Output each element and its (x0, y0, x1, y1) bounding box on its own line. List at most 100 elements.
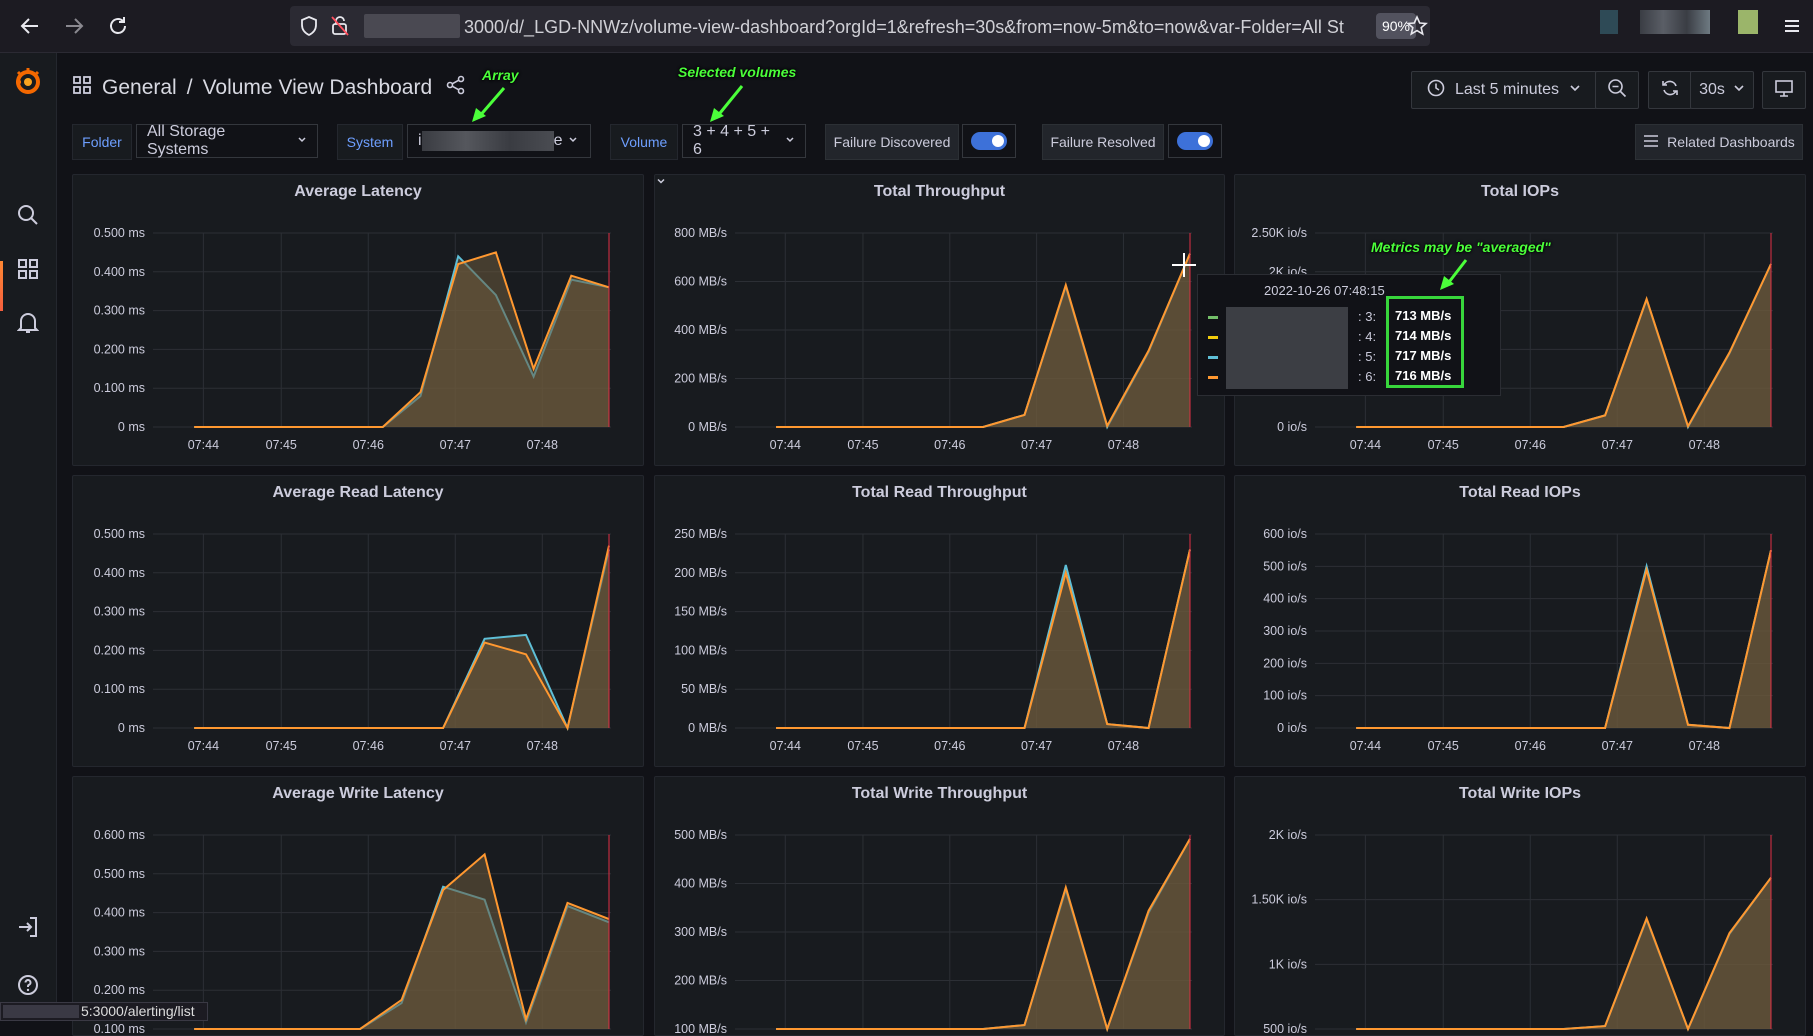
status-url: 5:3000/alerting/list (81, 1003, 195, 1019)
failure-resolved-toggle[interactable] (1168, 124, 1222, 158)
share-icon[interactable] (446, 75, 466, 101)
panel-title-text: Total Throughput (873, 183, 1006, 200)
y-tick-label: 600 io/s (1263, 527, 1307, 541)
refresh-button[interactable] (1648, 71, 1692, 109)
timeseries-chart[interactable]: 800 MB/s 600 MB/s 400 MB/s 200 MB/s 0 MB/s 07… (655, 175, 1225, 466)
panel-title[interactable]: Total Write IOPs (1458, 785, 1582, 802)
series-line (776, 253, 1191, 429)
x-tick-label: 07:46 (934, 739, 965, 753)
panel-title[interactable]: Average Latency (294, 183, 422, 200)
panel-title[interactable]: Total Read Throughput (852, 484, 1027, 501)
system-variable-label: System (337, 124, 403, 160)
tooltip-row-label: : 5: (1358, 349, 1377, 364)
x-tick-label: 07:46 (353, 739, 384, 753)
series-area (776, 549, 1190, 728)
y-tick-label: 400 io/s (1263, 592, 1307, 606)
x-tick-label: 07:44 (1350, 739, 1381, 753)
back-icon[interactable] (14, 10, 46, 42)
url-text[interactable]: 3000/d/_LGD-NNWz/volume-view-dashboard?o… (464, 17, 1344, 37)
search-icon[interactable] (12, 199, 44, 231)
timeseries-chart[interactable]: 250 MB/s 200 MB/s 150 MB/s 100 MB/s 50 MB/s 0… (655, 476, 1225, 767)
timeseries-chart[interactable]: 0.600 ms 0.500 ms 0.400 ms 0.300 ms 0.200 ms… (73, 777, 644, 1036)
insecure-lock-icon[interactable] (330, 15, 350, 40)
extension-icon[interactable] (1640, 10, 1710, 34)
toggle-switch[interactable] (971, 132, 1007, 150)
redacted-series-names (1226, 307, 1348, 389)
browser-toolbar: 3000/d/_LGD-NNWz/volume-view-dashboard?o… (0, 0, 1813, 53)
time-range-label: Last 5 minutes (1454, 81, 1560, 98)
y-tick-label: 300 MB/s (674, 925, 727, 939)
x-tick-label: 07:44 (188, 438, 219, 452)
related-dashboards-button[interactable]: Related Dashboards (1635, 124, 1803, 160)
series-line (776, 549, 1191, 730)
extension-icon[interactable] (1738, 10, 1758, 34)
zoom-out-icon (1607, 78, 1627, 103)
y-tick-label: 400 MB/s (674, 323, 727, 337)
side-menu (0, 53, 57, 1021)
panel-title[interactable]: Total Write Throughput (851, 785, 1028, 802)
panel-title[interactable]: Average Read Latency (272, 484, 444, 501)
y-tick-label: 0 io/s (1277, 420, 1307, 434)
timeseries-chart[interactable]: 2K io/s 1.50K io/s 1K io/s 500 io/s (1235, 777, 1806, 1036)
help-icon[interactable] (12, 969, 44, 1001)
refresh-interval-label: 30s (1699, 81, 1725, 98)
x-tick-label: 07:48 (1108, 739, 1139, 753)
series-line (194, 251, 610, 428)
x-tick-label: 07:45 (1428, 438, 1459, 452)
failure-discovered-toggle[interactable] (962, 124, 1016, 158)
panel-title[interactable]: Total IOPs (1481, 183, 1559, 200)
x-tick-label: 07:47 (1602, 438, 1633, 452)
series-tooltip: 2022-10-26 07:48:15 : 3: : 4: : 5: : 6: (1197, 274, 1501, 396)
panel-total-throughput: Total Throughput 800 MB/s 600 MB/s 400 MB/… (654, 174, 1225, 466)
reload-icon[interactable] (102, 10, 134, 42)
series-color-swatch (1208, 316, 1218, 320)
folder-variable-select[interactable]: All Storage Systems (136, 123, 318, 158)
y-tick-label: 0.300 ms (94, 605, 145, 619)
breadcrumb-folder[interactable]: General (102, 76, 177, 99)
timeseries-chart[interactable]: 0.500 ms 0.400 ms 0.300 ms 0.200 ms 0.100 ms… (73, 175, 644, 466)
y-tick-label: 50 MB/s (681, 682, 727, 696)
y-tick-label: 1.50K io/s (1251, 893, 1307, 907)
toggle-switch[interactable] (1177, 132, 1213, 150)
zoom-level-badge[interactable]: 90% (1376, 13, 1416, 39)
breadcrumb-separator: / (186, 76, 193, 99)
x-tick-label: 07:46 (934, 438, 965, 452)
y-tick-label: 800 MB/s (674, 226, 727, 240)
breadcrumb: General / Volume View Dashboard (72, 75, 466, 101)
x-tick-label: 07:45 (847, 739, 878, 753)
bell-icon[interactable] (12, 307, 44, 339)
menu-icon[interactable] (1776, 10, 1808, 42)
panel-title[interactable]: Total Throughput (655, 175, 1224, 209)
system-variable-select[interactable]: i e (407, 124, 591, 158)
time-range-picker[interactable]: Last 5 minutes (1411, 71, 1597, 109)
x-tick-label: 07:46 (1515, 739, 1546, 753)
address-bar[interactable]: 3000/d/_LGD-NNWz/volume-view-dashboard?o… (290, 6, 1430, 46)
dashboards-icon[interactable] (12, 253, 44, 285)
y-tick-label: 0.400 ms (94, 566, 145, 580)
x-tick-label: 07:47 (440, 438, 471, 452)
y-tick-label: 0.400 ms (94, 265, 145, 279)
refresh-interval-picker[interactable]: 30s (1690, 71, 1754, 109)
volume-variable-select[interactable]: 3 + 4 + 5 + 6 (682, 123, 806, 158)
annotation-arrow (708, 84, 748, 127)
bookmark-star-icon[interactable] (1406, 15, 1428, 40)
grafana-logo-icon[interactable] (12, 65, 44, 97)
page-title[interactable]: Volume View Dashboard (202, 76, 433, 99)
timeseries-chart[interactable]: 600 io/s 500 io/s 400 io/s 300 io/s 200 io/s… (1235, 476, 1806, 767)
annotation-selected-volumes: Selected volumes (678, 64, 797, 80)
forward-icon[interactable] (58, 10, 90, 42)
panel-title[interactable]: Average Write Latency (272, 785, 444, 802)
related-dashboards-label: Related Dashboards (1667, 134, 1795, 150)
y-tick-label: 200 io/s (1263, 656, 1307, 670)
sign-in-icon[interactable] (12, 911, 44, 943)
timeseries-chart[interactable]: 500 MB/s 400 MB/s 300 MB/s 200 MB/s 100 MB/s (655, 777, 1225, 1036)
panel-title[interactable]: Total Read IOPs (1459, 484, 1581, 501)
x-tick-label: 07:47 (440, 739, 471, 753)
series-area (194, 545, 609, 728)
x-tick-label: 07:45 (266, 438, 297, 452)
tv-mode-button[interactable] (1762, 71, 1806, 109)
timeseries-chart[interactable]: 0.500 ms 0.400 ms 0.300 ms 0.200 ms 0.100 ms… (73, 476, 644, 767)
zoom-out-button[interactable] (1595, 71, 1639, 109)
extension-icon[interactable] (1600, 10, 1618, 34)
tooltip-row: : 5: (1208, 349, 1376, 369)
